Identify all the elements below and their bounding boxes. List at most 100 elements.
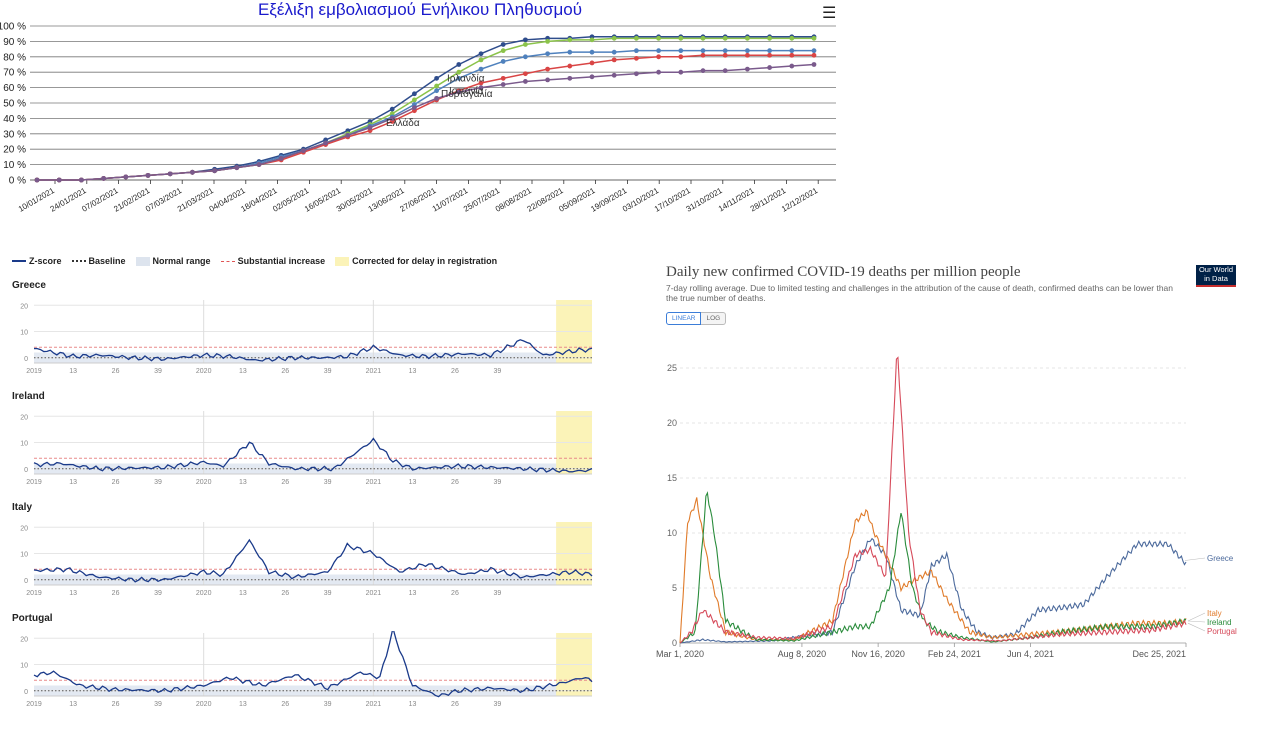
data-point [811, 48, 817, 54]
x-tick-label: 13 [409, 590, 417, 597]
data-point [434, 95, 439, 101]
legend-normal-range[interactable]: Normal range [135, 256, 211, 266]
data-point [745, 35, 750, 41]
data-point [611, 72, 617, 78]
y-tick-label: 20 [20, 525, 28, 532]
vaccination-chart-title: Εξέλιξη εμβολιασμού Ενήλικου Πληθυσμού [257, 0, 583, 19]
data-point [389, 106, 395, 112]
x-tick-label: 2021 [366, 590, 382, 597]
legend-zscore[interactable]: Z-score [12, 256, 62, 266]
data-point [634, 71, 639, 77]
data-point [478, 85, 484, 90]
y-tick-label: 70 % [3, 68, 26, 79]
data-point [700, 48, 706, 54]
data-point [434, 83, 439, 89]
hamburger-menu-icon[interactable]: ☰ [822, 5, 837, 22]
data-point [634, 35, 639, 41]
data-point [589, 37, 595, 43]
data-point [523, 54, 528, 60]
x-tick-label: 13 [409, 701, 417, 708]
data-point [389, 116, 395, 121]
y-tick-label: 5 [672, 583, 677, 593]
data-point [256, 162, 262, 168]
x-tick-label: 2019 [26, 368, 42, 375]
series-line-Ιταλία [37, 54, 814, 181]
y-tick-label: 0 % [9, 176, 26, 187]
data-point [145, 172, 151, 178]
data-point [523, 71, 528, 77]
data-point [745, 48, 750, 54]
y-tick-label: 10 [20, 552, 28, 559]
data-point [789, 48, 795, 54]
owid-chart-title: Daily new confirmed COVID-19 deaths per … [666, 264, 1021, 280]
series-line-Portugal [679, 356, 1187, 644]
log-scale-button[interactable]: LOG [701, 312, 727, 325]
x-tick-label: 26 [281, 368, 289, 375]
data-point [678, 35, 684, 41]
y-tick-label: 60 % [3, 83, 26, 94]
data-point [456, 75, 462, 81]
y-tick-label: 10 [20, 663, 28, 670]
x-tick-label: 39 [493, 368, 501, 375]
data-point [456, 69, 462, 75]
euromomo-chart-italy: 20 10 0 2019 13 26 39 2020 13 26 39 2021 13 26 39 [20, 522, 593, 597]
data-point [278, 156, 284, 161]
series-label-Greece: Greece [1207, 554, 1234, 563]
data-point [745, 52, 750, 58]
data-point [478, 66, 484, 72]
data-point [478, 57, 484, 63]
data-point [345, 132, 351, 138]
x-tick-label: 39 [324, 479, 332, 486]
linear-scale-button[interactable]: LINEAR [666, 312, 702, 325]
y-tick-label: 0 [24, 467, 28, 474]
data-point [523, 37, 528, 43]
data-point [190, 169, 195, 175]
label-connector [1187, 622, 1206, 632]
x-tick-label: Feb 24, 2021 [928, 649, 981, 659]
legend-corrected-delay[interactable]: Corrected for delay in registration [335, 256, 497, 266]
x-tick-label: 39 [154, 701, 162, 708]
x-tick-label: 39 [324, 701, 332, 708]
data-point [234, 165, 240, 171]
x-tick-label: Dec 25, 2021 [1132, 649, 1186, 659]
legend-substantial-increase[interactable]: Substantial increase [220, 256, 325, 266]
data-point [101, 176, 106, 181]
x-tick-label: 2019 [26, 479, 42, 486]
data-point [700, 52, 706, 58]
owid-logo[interactable]: Our World in Data [1196, 265, 1236, 287]
x-tick-label: 13 [409, 479, 417, 486]
scale-toggle: LINEAR LOG [666, 312, 727, 325]
data-point [79, 177, 84, 183]
euromomo-chart-greece: 20 10 0 2019 13 26 39 2020 13 26 39 2021 13 26 39 [20, 300, 593, 375]
data-point [811, 62, 817, 67]
x-tick-label: 26 [451, 368, 459, 375]
y-tick-label: 10 [20, 330, 28, 337]
x-tick-label: 13 [69, 590, 77, 597]
y-tick-label: 10 [667, 528, 677, 538]
x-tick-label: 13 [409, 368, 417, 375]
data-point [611, 35, 617, 41]
vaccination-chart: 0 % 10 % 20 % 30 % 40 % 50 % 60 % 70 % 80 % 90 % 1… [0, 22, 836, 214]
data-point [500, 75, 506, 81]
label-connector [1184, 557, 1206, 561]
zscore-line [33, 437, 593, 473]
y-tick-label: 0 [24, 578, 28, 585]
zscore-line [33, 339, 593, 362]
x-tick-label: Mar 1, 2020 [656, 649, 704, 659]
y-tick-label: 20 [20, 636, 28, 643]
x-tick-label: 39 [493, 590, 501, 597]
data-point [412, 97, 417, 103]
country-title-portugal: Portugal [12, 613, 53, 624]
data-point [545, 39, 550, 44]
legend-baseline[interactable]: Baseline [71, 256, 126, 266]
x-tick-label: 26 [451, 590, 459, 597]
data-point [434, 88, 439, 94]
x-tick-label: 13 [69, 701, 77, 708]
data-point [412, 105, 417, 111]
zscore-line [33, 631, 593, 698]
data-point [700, 68, 706, 74]
label-connector [1187, 620, 1206, 623]
euromomo-chart-portugal: 20 10 0 2019 13 26 39 2020 13 26 39 2021 13 26 39 [20, 631, 593, 708]
country-title-italy: Italy [12, 502, 33, 513]
data-point [500, 82, 506, 87]
